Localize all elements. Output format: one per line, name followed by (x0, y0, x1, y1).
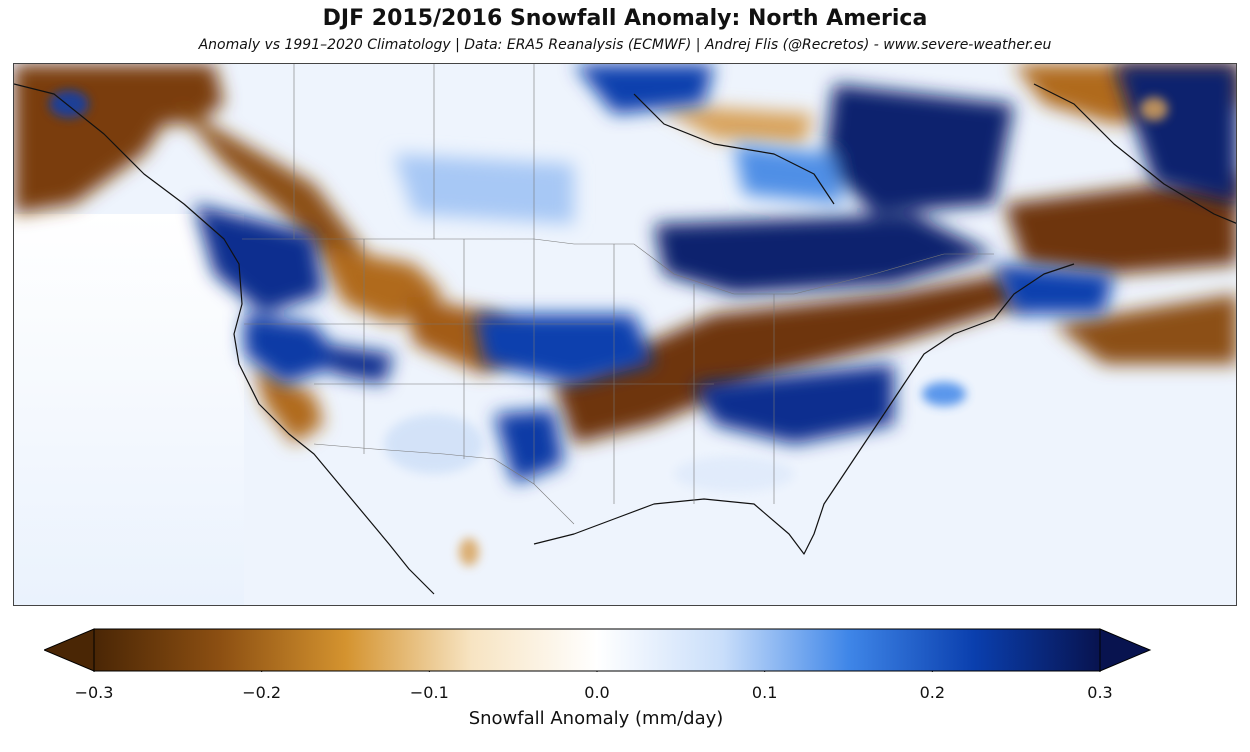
light-anomaly-features (49, 90, 1168, 566)
colorbar-tick-label: 0.0 (584, 683, 610, 702)
texas-wet-region (494, 409, 564, 484)
pacific-fade (14, 214, 244, 605)
positive-anomaly-regions (194, 64, 1236, 484)
hudson-wet-region (574, 64, 714, 114)
prairie-light-wet-region (394, 154, 574, 224)
ohio-valley-dry-band (554, 274, 1024, 444)
ak-wet-patch (49, 90, 89, 118)
us-canada-border (242, 238, 994, 295)
baffin-wet-region (1114, 64, 1236, 204)
chart-subtitle: Anomaly vs 1991–2020 Climatology | Data:… (198, 37, 1052, 53)
colorbar-body (93, 628, 1101, 672)
colorbar-tick-label: −0.3 (74, 683, 114, 702)
colorbar-high-extension (1099, 628, 1152, 672)
ontario-wet-region (824, 84, 1014, 214)
political-borders (242, 64, 994, 525)
nova-scotia-wet-region (994, 264, 1114, 314)
hudson-bay-coastline (633, 93, 835, 205)
colorbar-low-extension (42, 628, 95, 672)
mid-atlantic-wet-region (694, 364, 894, 444)
quebec-dry-region (1004, 174, 1236, 274)
labrador-coastline (1033, 83, 1236, 224)
colorbar-tick-label: 0.2 (919, 683, 946, 702)
pacific-coastline (14, 83, 435, 595)
mexico-dry-patch (459, 538, 479, 566)
colorbar-label: Snowfall Anomaly (mm/day) (468, 708, 724, 729)
quebec-light-wet-region (734, 144, 844, 204)
gulf-coastline (533, 413, 885, 555)
hudson-dry-region (654, 104, 814, 144)
california-dry-region (254, 364, 324, 444)
gulf-light-patch (674, 456, 794, 492)
atlantic-dry-region (1054, 294, 1236, 364)
sierra-wet-region (244, 314, 344, 384)
great-basin-wet-region (324, 344, 394, 384)
colorbar-tick-label: −0.1 (409, 683, 449, 702)
great-lakes-wet-region (654, 214, 994, 294)
colorbar-tick-label: 0.3 (1087, 683, 1113, 702)
pacific-northwest-wet-region (194, 204, 324, 314)
central-plains-wet-region (474, 314, 654, 384)
atlantic-coastline (883, 263, 1075, 415)
snowfall-anomaly-map (13, 63, 1237, 606)
colorbar-tick-label: −0.2 (242, 683, 282, 702)
coastlines (14, 83, 1236, 595)
hudson-small-patch (1140, 97, 1168, 121)
colorbar-tick-label: 0.1 (751, 683, 778, 702)
colorbar (42, 628, 1152, 676)
chart-title: DJF 2015/2016 Snowfall Anomaly: North Am… (322, 6, 928, 31)
sw-light-patch (384, 414, 484, 474)
carolina-wet-patch (922, 382, 966, 406)
